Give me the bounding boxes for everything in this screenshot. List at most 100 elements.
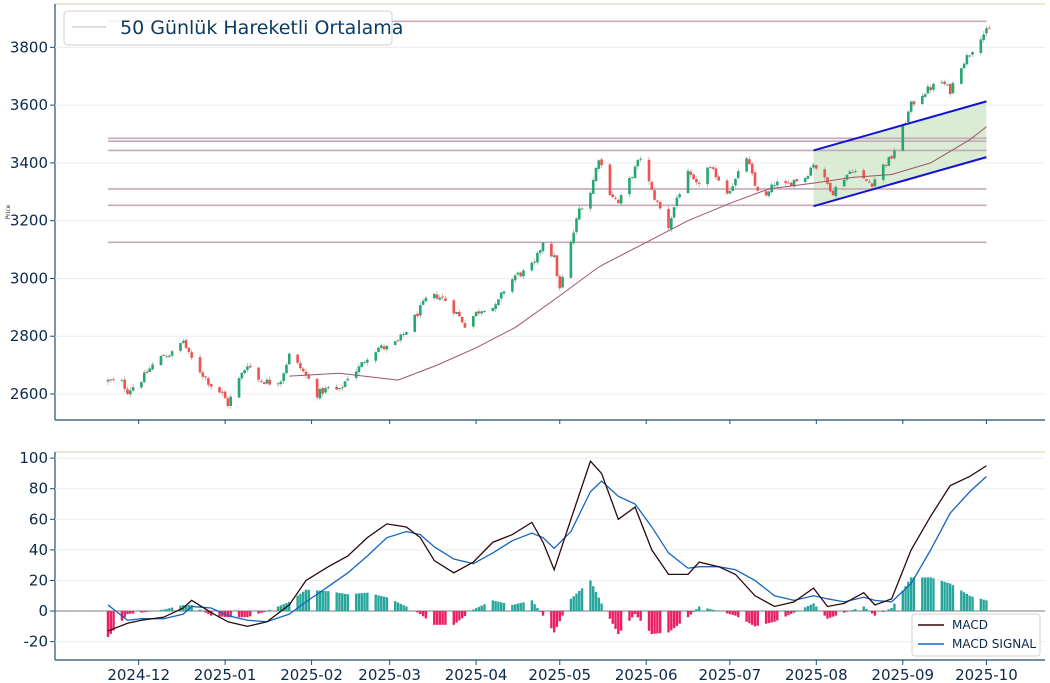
candle-body: [151, 364, 154, 370]
macd-histogram-bar: [909, 577, 913, 612]
candle-body: [343, 381, 347, 387]
candle-body: [550, 243, 553, 257]
candle-body: [940, 82, 944, 84]
candle-body: [184, 339, 188, 348]
candle-body: [538, 250, 542, 253]
candle-body: [987, 27, 991, 29]
trend-channel-upper: [813, 100, 987, 152]
macd-histogram-bar: [246, 611, 249, 618]
macd-histogram-bar: [268, 609, 271, 612]
price-ytick-label: 3600: [10, 96, 48, 114]
candle-body: [658, 201, 662, 209]
candle-body: [706, 167, 709, 185]
macd-histogram-bar: [463, 611, 467, 617]
candle-body: [951, 82, 955, 94]
macd-histogram-bar: [474, 608, 478, 612]
macd-histogram-bar: [971, 596, 974, 612]
macd-histogram-bar: [341, 593, 344, 612]
macd-histogram-bar: [441, 611, 444, 625]
macd-histogram-bar: [237, 611, 241, 618]
candle-body: [360, 362, 364, 368]
candle-body: [764, 191, 768, 196]
macd-histogram-bar: [948, 583, 952, 612]
candle-body: [552, 255, 556, 258]
candle-body: [561, 276, 564, 288]
candle-body: [831, 190, 835, 196]
candle-body: [541, 242, 545, 252]
candle-body: [243, 370, 246, 374]
candle-body: [812, 164, 815, 168]
macd-histogram-bar: [697, 606, 701, 612]
macd-histogram-bar: [226, 611, 230, 618]
macd-histogram-bar: [129, 611, 132, 614]
price-ytick-label: 3000: [10, 269, 48, 287]
macd-xtick-label: 2025-10: [955, 666, 1018, 683]
macd-histogram-bar: [499, 602, 503, 612]
candle-body: [569, 241, 573, 278]
macd-histogram-bar: [140, 611, 143, 613]
candle-body: [692, 174, 695, 180]
candle-body: [756, 186, 760, 191]
candle-body: [748, 159, 751, 165]
macd-histogram-bar: [491, 600, 495, 612]
candle-body: [179, 342, 182, 351]
macd-histogram-bar: [734, 611, 737, 616]
trend-channel-lower: [813, 156, 987, 208]
candle-body: [321, 388, 325, 394]
macd-histogram-bar: [296, 595, 299, 612]
macd-xtick-label: 2025-01: [194, 666, 257, 683]
candle-body: [131, 387, 135, 391]
macd-histogram-bar: [240, 611, 244, 618]
candle-body: [382, 346, 386, 350]
candle-body: [229, 396, 232, 406]
candle-body: [463, 322, 467, 328]
macd-histogram-bar: [862, 606, 865, 612]
macd-histogram-bar: [396, 602, 400, 612]
macd-histogram-bar: [502, 602, 506, 612]
macd-xtick-label: 2025-03: [358, 666, 421, 683]
macd-histogram-bar: [592, 586, 595, 612]
candle-body: [787, 182, 790, 184]
macd-histogram-bar: [951, 585, 955, 612]
candle-body: [580, 208, 584, 210]
macd-histogram-bar: [229, 611, 232, 618]
candle-body: [458, 311, 461, 317]
macd-legend-label: MACD: [952, 618, 988, 632]
candle-body: [789, 182, 793, 186]
macd-histogram-bar: [315, 590, 319, 612]
macd-histogram-bar: [131, 611, 135, 614]
candle-body: [717, 176, 721, 181]
candle-body: [285, 364, 288, 374]
candle-body: [315, 378, 319, 398]
candle-body: [589, 192, 592, 209]
candle-body: [901, 124, 905, 151]
candle-body: [795, 179, 799, 182]
macd-histogram-bar: [444, 611, 447, 625]
candle-body: [474, 311, 478, 317]
candle-body: [246, 366, 249, 370]
macd-ytick-label: 60: [29, 510, 48, 528]
candle-body: [326, 386, 330, 388]
macd-histogram-bar: [458, 611, 461, 621]
candle-body: [304, 371, 308, 376]
macd-histogram-bar: [377, 595, 380, 612]
macd-histogram-bar: [792, 611, 796, 613]
candle-body: [204, 376, 207, 378]
candle-body: [826, 177, 829, 184]
candle-body: [873, 179, 877, 187]
candle-body: [909, 101, 913, 112]
candle-body: [159, 356, 163, 366]
candle-body: [815, 165, 818, 169]
candle-body: [672, 207, 676, 218]
macd-histogram-bar: [257, 611, 260, 614]
macd-histogram-bar: [511, 604, 514, 612]
macd-histogram-bar: [795, 611, 799, 612]
candle-body: [424, 297, 428, 302]
macd-histogram-bar: [985, 600, 988, 612]
macd-histogram-bar: [578, 590, 581, 612]
candle-body: [170, 351, 174, 356]
candle-body: [268, 379, 272, 385]
macd-histogram-bar: [262, 611, 266, 612]
candle-body: [106, 379, 110, 382]
candle-body: [472, 316, 475, 327]
